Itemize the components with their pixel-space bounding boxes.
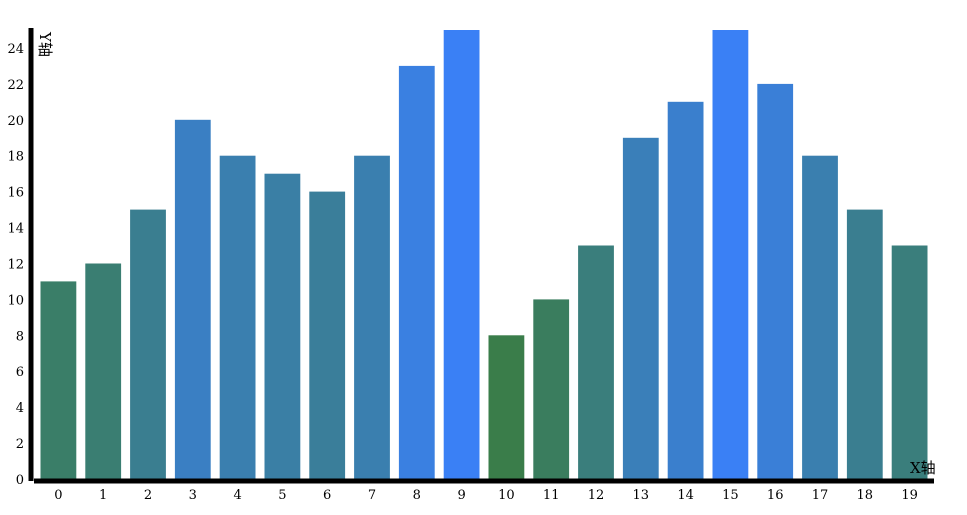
y-tick-label: 12: [7, 258, 24, 273]
bar-7: [354, 155, 390, 479]
y-tick-label: 8: [16, 329, 24, 344]
bar-0: [40, 281, 77, 479]
bar-2: [130, 209, 166, 479]
bar-18: [846, 209, 883, 479]
x-axis-title: X轴: [910, 459, 936, 477]
bar-11: [533, 299, 570, 479]
bar-3: [174, 119, 211, 480]
y-axis-title: Y轴: [36, 31, 54, 57]
x-tick-label: 14: [677, 488, 694, 503]
x-tick-label: 15: [722, 488, 739, 503]
y-tick-label: 10: [7, 293, 24, 308]
bar-17: [802, 155, 838, 479]
y-tick-label: 0: [16, 473, 24, 488]
x-tick-label: 12: [588, 488, 605, 503]
y-tick-label: 16: [7, 186, 24, 201]
y-tick-label: 14: [7, 222, 24, 237]
bar-15: [712, 30, 749, 479]
x-tick-label: 7: [368, 488, 376, 503]
bar-12: [578, 245, 614, 479]
bar-14: [667, 101, 704, 480]
x-tick-label: 19: [901, 488, 918, 503]
x-tick-label: 4: [233, 488, 241, 503]
bar-13: [622, 137, 659, 480]
bar-4: [219, 155, 256, 479]
x-tick-label: 2: [144, 488, 152, 503]
bar-10: [488, 335, 525, 479]
x-tick-label: 13: [633, 488, 650, 503]
y-tick-label: 22: [7, 78, 24, 93]
y-tick-label: 6: [16, 365, 24, 380]
x-tick-label: 17: [812, 488, 829, 503]
x-tick-label: 18: [857, 488, 874, 503]
x-tick-label: 11: [543, 488, 560, 503]
x-tick-label: 5: [278, 488, 286, 503]
x-axis-ticks: 0 1 2 3 4 5 6 7 8 9 10 11 12 13 14 15 16 17 18 19: [54, 488, 918, 503]
x-tick-label: 10: [498, 488, 515, 503]
x-tick-label: 8: [413, 488, 421, 503]
x-tick-label: 9: [457, 488, 465, 503]
x-tick-label: 0: [54, 488, 62, 503]
y-tick-label: 24: [7, 42, 24, 57]
bar-8: [398, 65, 435, 480]
bars-group: [40, 30, 928, 480]
y-tick-label: 20: [7, 114, 24, 129]
bar-9: [443, 30, 480, 479]
bar-1: [85, 263, 122, 479]
y-tick-label: 4: [16, 401, 24, 416]
bar-19: [891, 245, 928, 479]
y-tick-label: 2: [16, 437, 24, 452]
x-tick-label: 1: [99, 488, 107, 503]
x-tick-label: 6: [323, 488, 331, 503]
x-tick-label: 3: [189, 488, 197, 503]
bar-5: [264, 173, 301, 479]
bar-16: [757, 83, 794, 480]
bar-6: [309, 191, 346, 479]
y-tick-label: 18: [7, 150, 24, 165]
x-tick-label: 16: [767, 488, 784, 503]
